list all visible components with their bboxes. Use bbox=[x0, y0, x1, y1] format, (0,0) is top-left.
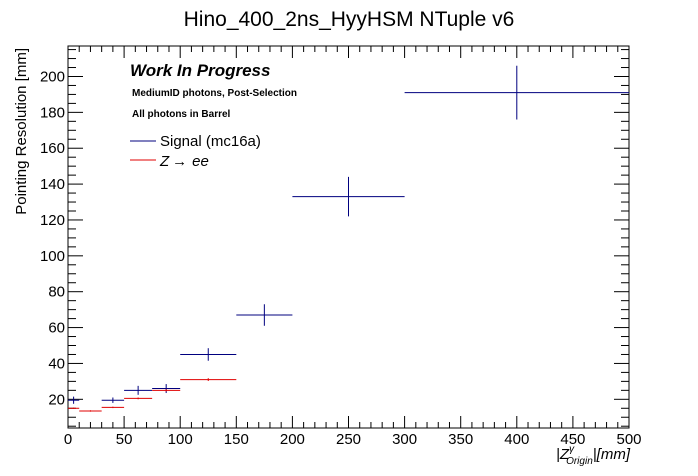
data-point bbox=[101, 397, 125, 403]
x-axis-label-var: Z bbox=[559, 446, 570, 463]
series-signal bbox=[68, 65, 629, 404]
x-axis-label-suffix: |[mm] bbox=[593, 446, 631, 463]
legend-zee-ee: ee bbox=[192, 153, 209, 170]
x-tick-label: 0 bbox=[64, 431, 72, 448]
data-point bbox=[152, 384, 181, 394]
x-tick-label: 50 bbox=[116, 431, 133, 448]
x-tick-label: 150 bbox=[224, 431, 249, 448]
legend-zee-arrow: → bbox=[172, 153, 187, 170]
series-zee bbox=[68, 378, 237, 412]
region-label: All photons in Barrel bbox=[132, 109, 231, 120]
data-point bbox=[68, 407, 80, 409]
y-tick-label: 60 bbox=[48, 320, 65, 337]
x-tick-label: 100 bbox=[168, 431, 193, 448]
x-axis-label-prefix: | bbox=[556, 446, 560, 463]
data-point bbox=[292, 176, 405, 217]
legend-signal-label: Signal (mc16a) bbox=[160, 133, 261, 150]
y-tick-label: 160 bbox=[40, 140, 65, 157]
x-tick-label: 300 bbox=[392, 431, 417, 448]
x-tick-label: 350 bbox=[448, 431, 473, 448]
x-tick-label: 200 bbox=[280, 431, 305, 448]
data-point bbox=[180, 378, 237, 382]
data-point bbox=[101, 406, 125, 409]
data-series bbox=[68, 65, 629, 412]
x-axis-label: |Zγ Origin|[mm] bbox=[556, 444, 631, 467]
work-in-progress-label: Work In Progress bbox=[130, 61, 270, 80]
x-axis-label-sup: γ bbox=[569, 444, 575, 455]
x-tick-label: 400 bbox=[504, 431, 529, 448]
y-tick-label: 200 bbox=[40, 68, 65, 85]
x-tick-label: 500 bbox=[616, 431, 641, 448]
y-axis-label: Pointing Resolution [mm] bbox=[13, 48, 30, 215]
data-point bbox=[180, 348, 237, 361]
y-tick-label: 120 bbox=[40, 212, 65, 229]
data-point bbox=[236, 304, 293, 326]
chart-title: Hino_400_2ns_HyyHSM NTuple v6 bbox=[184, 8, 515, 31]
legend-zee-label: Z → ee bbox=[159, 153, 209, 170]
x-axis-label-sub: Origin bbox=[566, 456, 593, 467]
legend-zee-z: Z bbox=[159, 153, 170, 170]
data-point bbox=[68, 396, 80, 404]
data-point bbox=[124, 397, 153, 400]
x-tick-label: 450 bbox=[560, 431, 585, 448]
x-axis: 0 50 100 150 200 250 300 350 400 450 500 bbox=[64, 46, 642, 448]
y-tick-label: 80 bbox=[48, 284, 65, 301]
y-tick-label: 100 bbox=[40, 248, 65, 265]
data-point bbox=[404, 65, 629, 120]
y-tick-label: 140 bbox=[40, 176, 65, 193]
data-point bbox=[152, 389, 181, 392]
data-point bbox=[79, 410, 102, 412]
selection-label: MediumID photons, Post-Selection bbox=[132, 88, 297, 99]
data-point bbox=[124, 385, 153, 395]
x-tick-label: 250 bbox=[336, 431, 361, 448]
y-axis: 20 40 60 80 100 120 140 160 180 200 bbox=[40, 49, 629, 427]
y-tick-label: 40 bbox=[48, 355, 65, 372]
y-tick-label: 180 bbox=[40, 104, 65, 121]
legend: Signal (mc16a) Z → ee bbox=[130, 133, 261, 170]
y-tick-label: 20 bbox=[48, 391, 65, 408]
